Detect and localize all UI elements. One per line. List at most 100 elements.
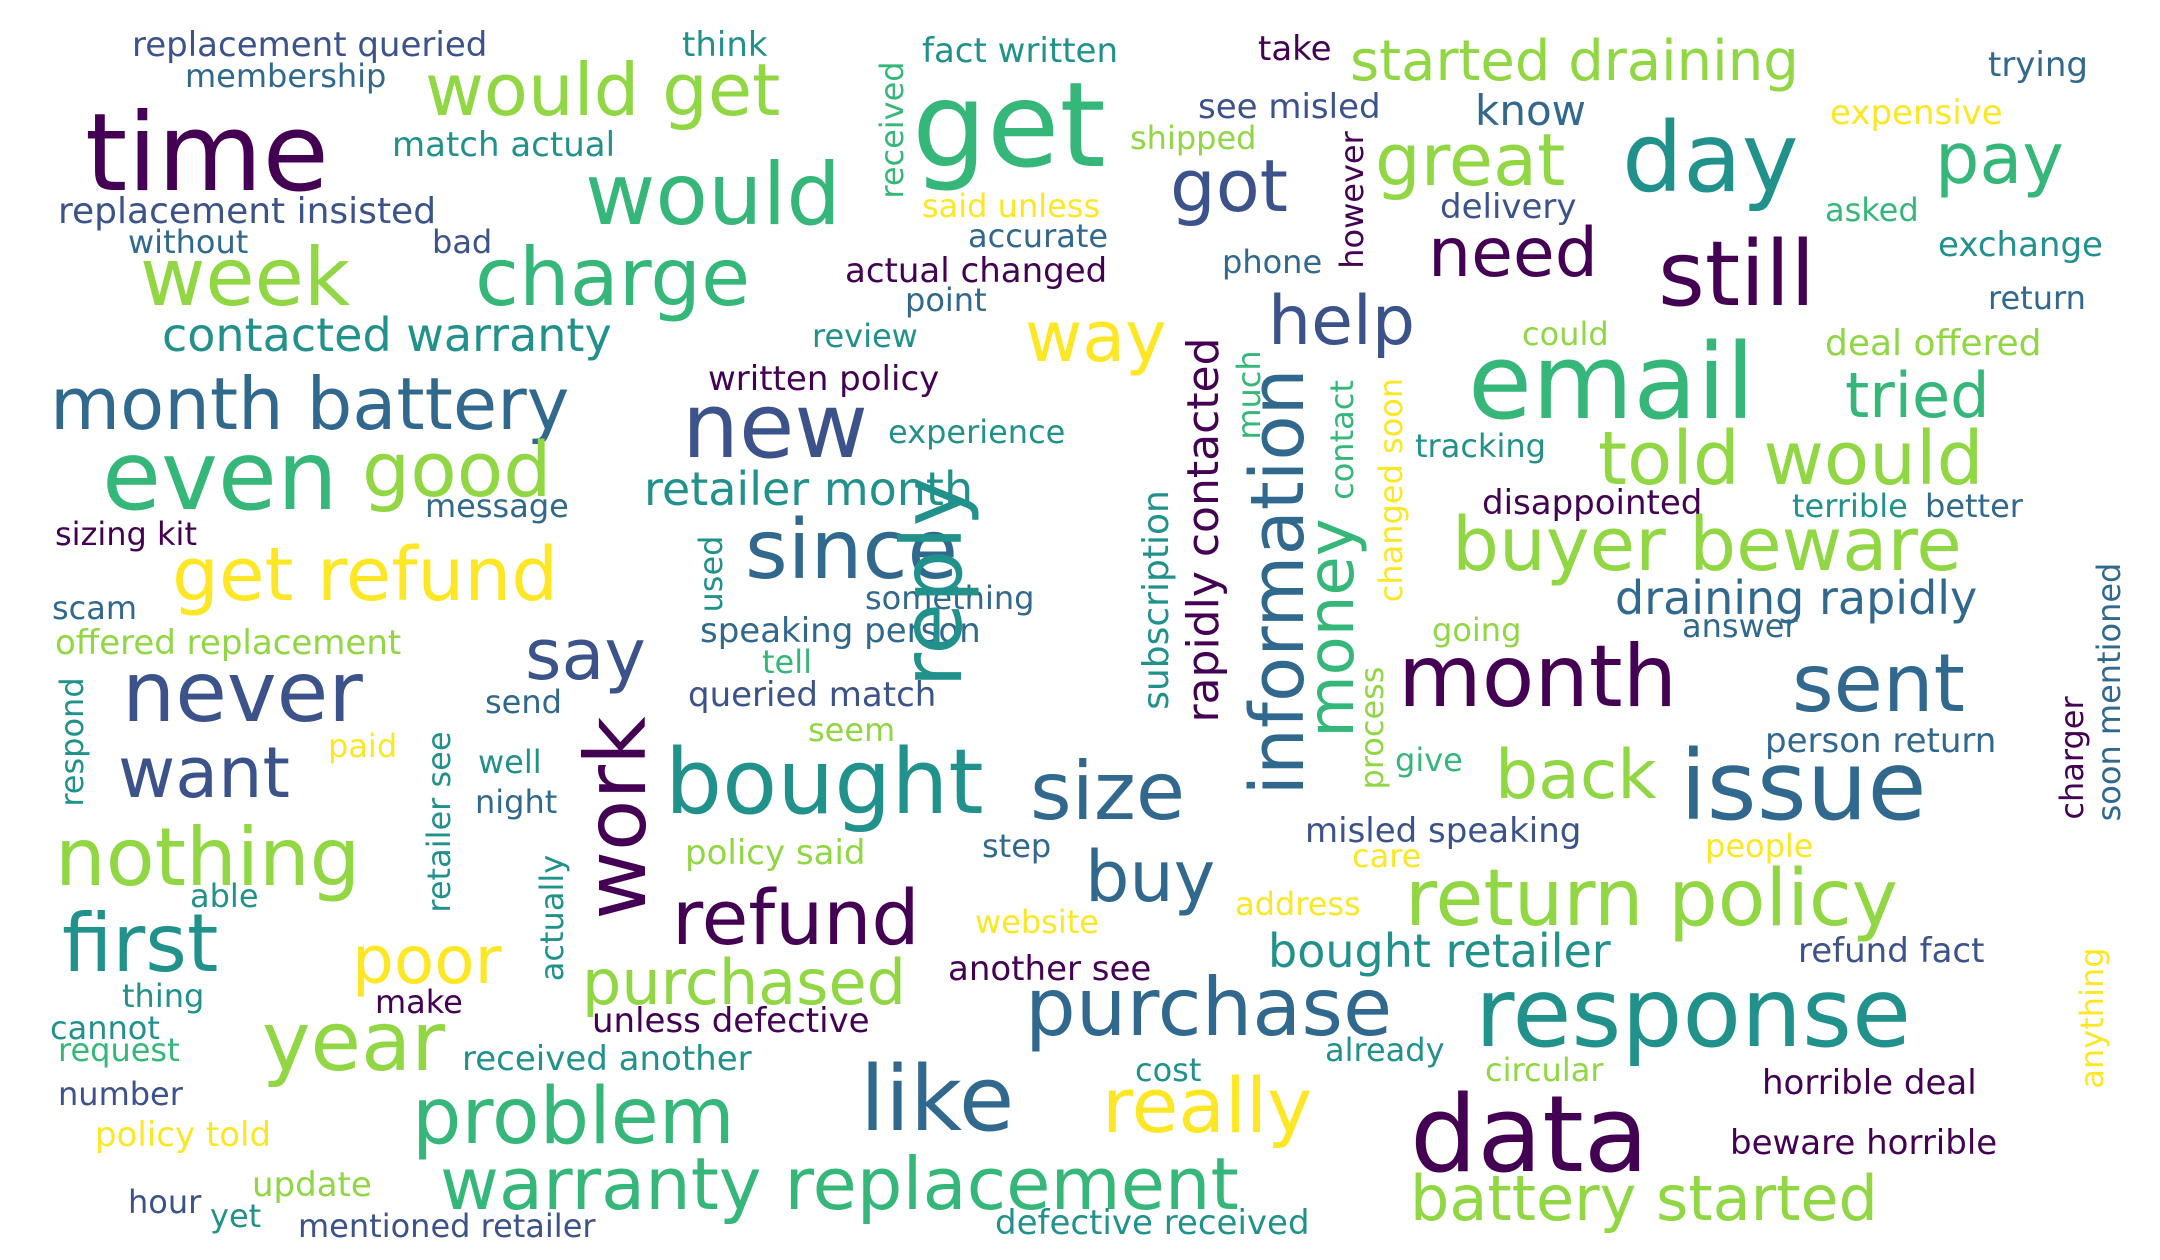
word-say: say <box>525 614 646 696</box>
word-actual-changed: actual changed <box>845 251 1108 291</box>
word-refund: refund <box>672 873 920 962</box>
word-month: month <box>1398 627 1678 727</box>
word-issue: issue <box>1680 730 1927 842</box>
word-problem: problem <box>412 1072 735 1162</box>
word-work: work <box>567 716 665 920</box>
word-never: never <box>122 643 363 741</box>
word-know: know <box>1475 86 1586 135</box>
word-rapidly-contacted: rapidly contacted <box>1178 337 1229 723</box>
word-return-policy: return policy <box>1405 854 1898 944</box>
word-point: point <box>905 281 987 319</box>
word-bought-retailer: bought retailer <box>1268 924 1611 978</box>
word-without: without <box>128 223 249 261</box>
word-get: get <box>912 56 1106 194</box>
word-draining-rapidly: draining rapidly <box>1615 571 1978 625</box>
word-purchased: purchased <box>582 946 906 1019</box>
word-policy-said: policy said <box>685 833 866 873</box>
word-great: great <box>1375 118 1566 202</box>
word-refund-fact: refund fact <box>1798 931 1985 971</box>
word-thing: thing <box>122 977 205 1015</box>
word-expensive: expensive <box>1830 93 2003 133</box>
word-accurate: accurate <box>968 217 1109 255</box>
word-size: size <box>1030 745 1186 838</box>
word-tracking: tracking <box>1415 427 1546 465</box>
word-queried-match: queried match <box>688 675 937 715</box>
word-going: going <box>1432 611 1522 649</box>
word-pay: pay <box>1935 118 2064 200</box>
word-make: make <box>375 983 463 1021</box>
word-hour: hour <box>128 1183 202 1221</box>
word-get-refund: get refund <box>172 532 559 618</box>
word-night: night <box>475 783 558 821</box>
word-mentioned-retailer: mentioned retailer <box>298 1207 596 1245</box>
word-nothing: nothing <box>55 811 361 904</box>
word-yet: yet <box>210 1197 262 1235</box>
word-terrible: terrible <box>1792 487 1908 525</box>
word-update: update <box>252 1165 372 1205</box>
word-anything: anything <box>2073 947 2111 1089</box>
word-used: used <box>692 535 730 613</box>
word-see-misled: see misled <box>1198 87 1381 127</box>
word-policy-told: policy told <box>95 1115 272 1155</box>
word-month-battery: month battery <box>50 362 570 446</box>
word-exchange: exchange <box>1938 225 2103 265</box>
word-think: think <box>682 25 768 65</box>
word-would: would <box>585 145 841 245</box>
word-bought: bought <box>665 730 984 835</box>
word-well: well <box>478 743 542 781</box>
word-new: new <box>682 374 869 479</box>
word-got: got <box>1170 144 1288 228</box>
word-shipped: shipped <box>1130 119 1257 157</box>
word-email: email <box>1468 321 1755 443</box>
word-something: something <box>865 579 1035 617</box>
word-contacted-warranty: contacted warranty <box>162 308 612 362</box>
word-deal-offered: deal offered <box>1825 323 2042 364</box>
word-misled-speaking: misled speaking <box>1305 811 1582 851</box>
word-give: give <box>1395 741 1463 779</box>
word-told-would: told would <box>1598 416 1984 502</box>
word-said-unless: said unless <box>922 187 1101 225</box>
word-sent: sent <box>1792 637 1965 730</box>
word-phone: phone <box>1222 243 1323 281</box>
word-circular: circular <box>1485 1051 1604 1089</box>
word-started-draining: started draining <box>1350 29 1799 94</box>
word-fact-written: fact written <box>922 31 1118 71</box>
word-speaking-person: speaking person <box>700 611 981 651</box>
word-first: first <box>62 897 219 990</box>
word-received-another: received another <box>462 1039 752 1079</box>
word-purchase: purchase <box>1025 961 1393 1054</box>
word-bad: bad <box>432 223 493 261</box>
word-retailer-see: retailer see <box>420 731 458 913</box>
word-website: website <box>975 903 1099 941</box>
word-back: back <box>1495 736 1657 815</box>
word-message: message <box>425 487 569 525</box>
word-scam: scam <box>52 589 138 627</box>
word-day: day <box>1622 102 1799 214</box>
word-delivery: delivery <box>1440 187 1577 227</box>
word-already: already <box>1325 1031 1445 1069</box>
word-able: able <box>190 877 259 915</box>
word-people: people <box>1705 827 1814 865</box>
word-replacement-insisted: replacement insisted <box>58 191 437 232</box>
word-actually: actually <box>533 854 571 982</box>
word-step: step <box>982 827 1052 865</box>
word-request: request <box>58 1031 180 1069</box>
word-offered-replacement: offered replacement <box>55 623 402 663</box>
word-beware-horrible: beware horrible <box>1730 1123 1998 1163</box>
word-need: need <box>1428 214 1598 293</box>
word-asked: asked <box>1825 191 1919 229</box>
word-horrible-deal: horrible deal <box>1762 1063 1977 1103</box>
word-better: better <box>1925 487 2023 525</box>
word-review: review <box>812 317 918 355</box>
word-seem: seem <box>808 711 896 749</box>
word-replacement-queried: replacement queried <box>132 25 488 65</box>
word-subscription: subscription <box>1136 490 1177 710</box>
word-match-actual: match actual <box>392 125 616 165</box>
word-address: address <box>1235 885 1361 923</box>
word-however: however <box>1333 131 1371 269</box>
word-sizing-kit: sizing kit <box>55 515 197 553</box>
word-warranty-replacement: warranty replacement <box>440 1142 1239 1226</box>
word-written-policy: written policy <box>708 359 940 399</box>
word-like: like <box>860 1047 1015 1152</box>
